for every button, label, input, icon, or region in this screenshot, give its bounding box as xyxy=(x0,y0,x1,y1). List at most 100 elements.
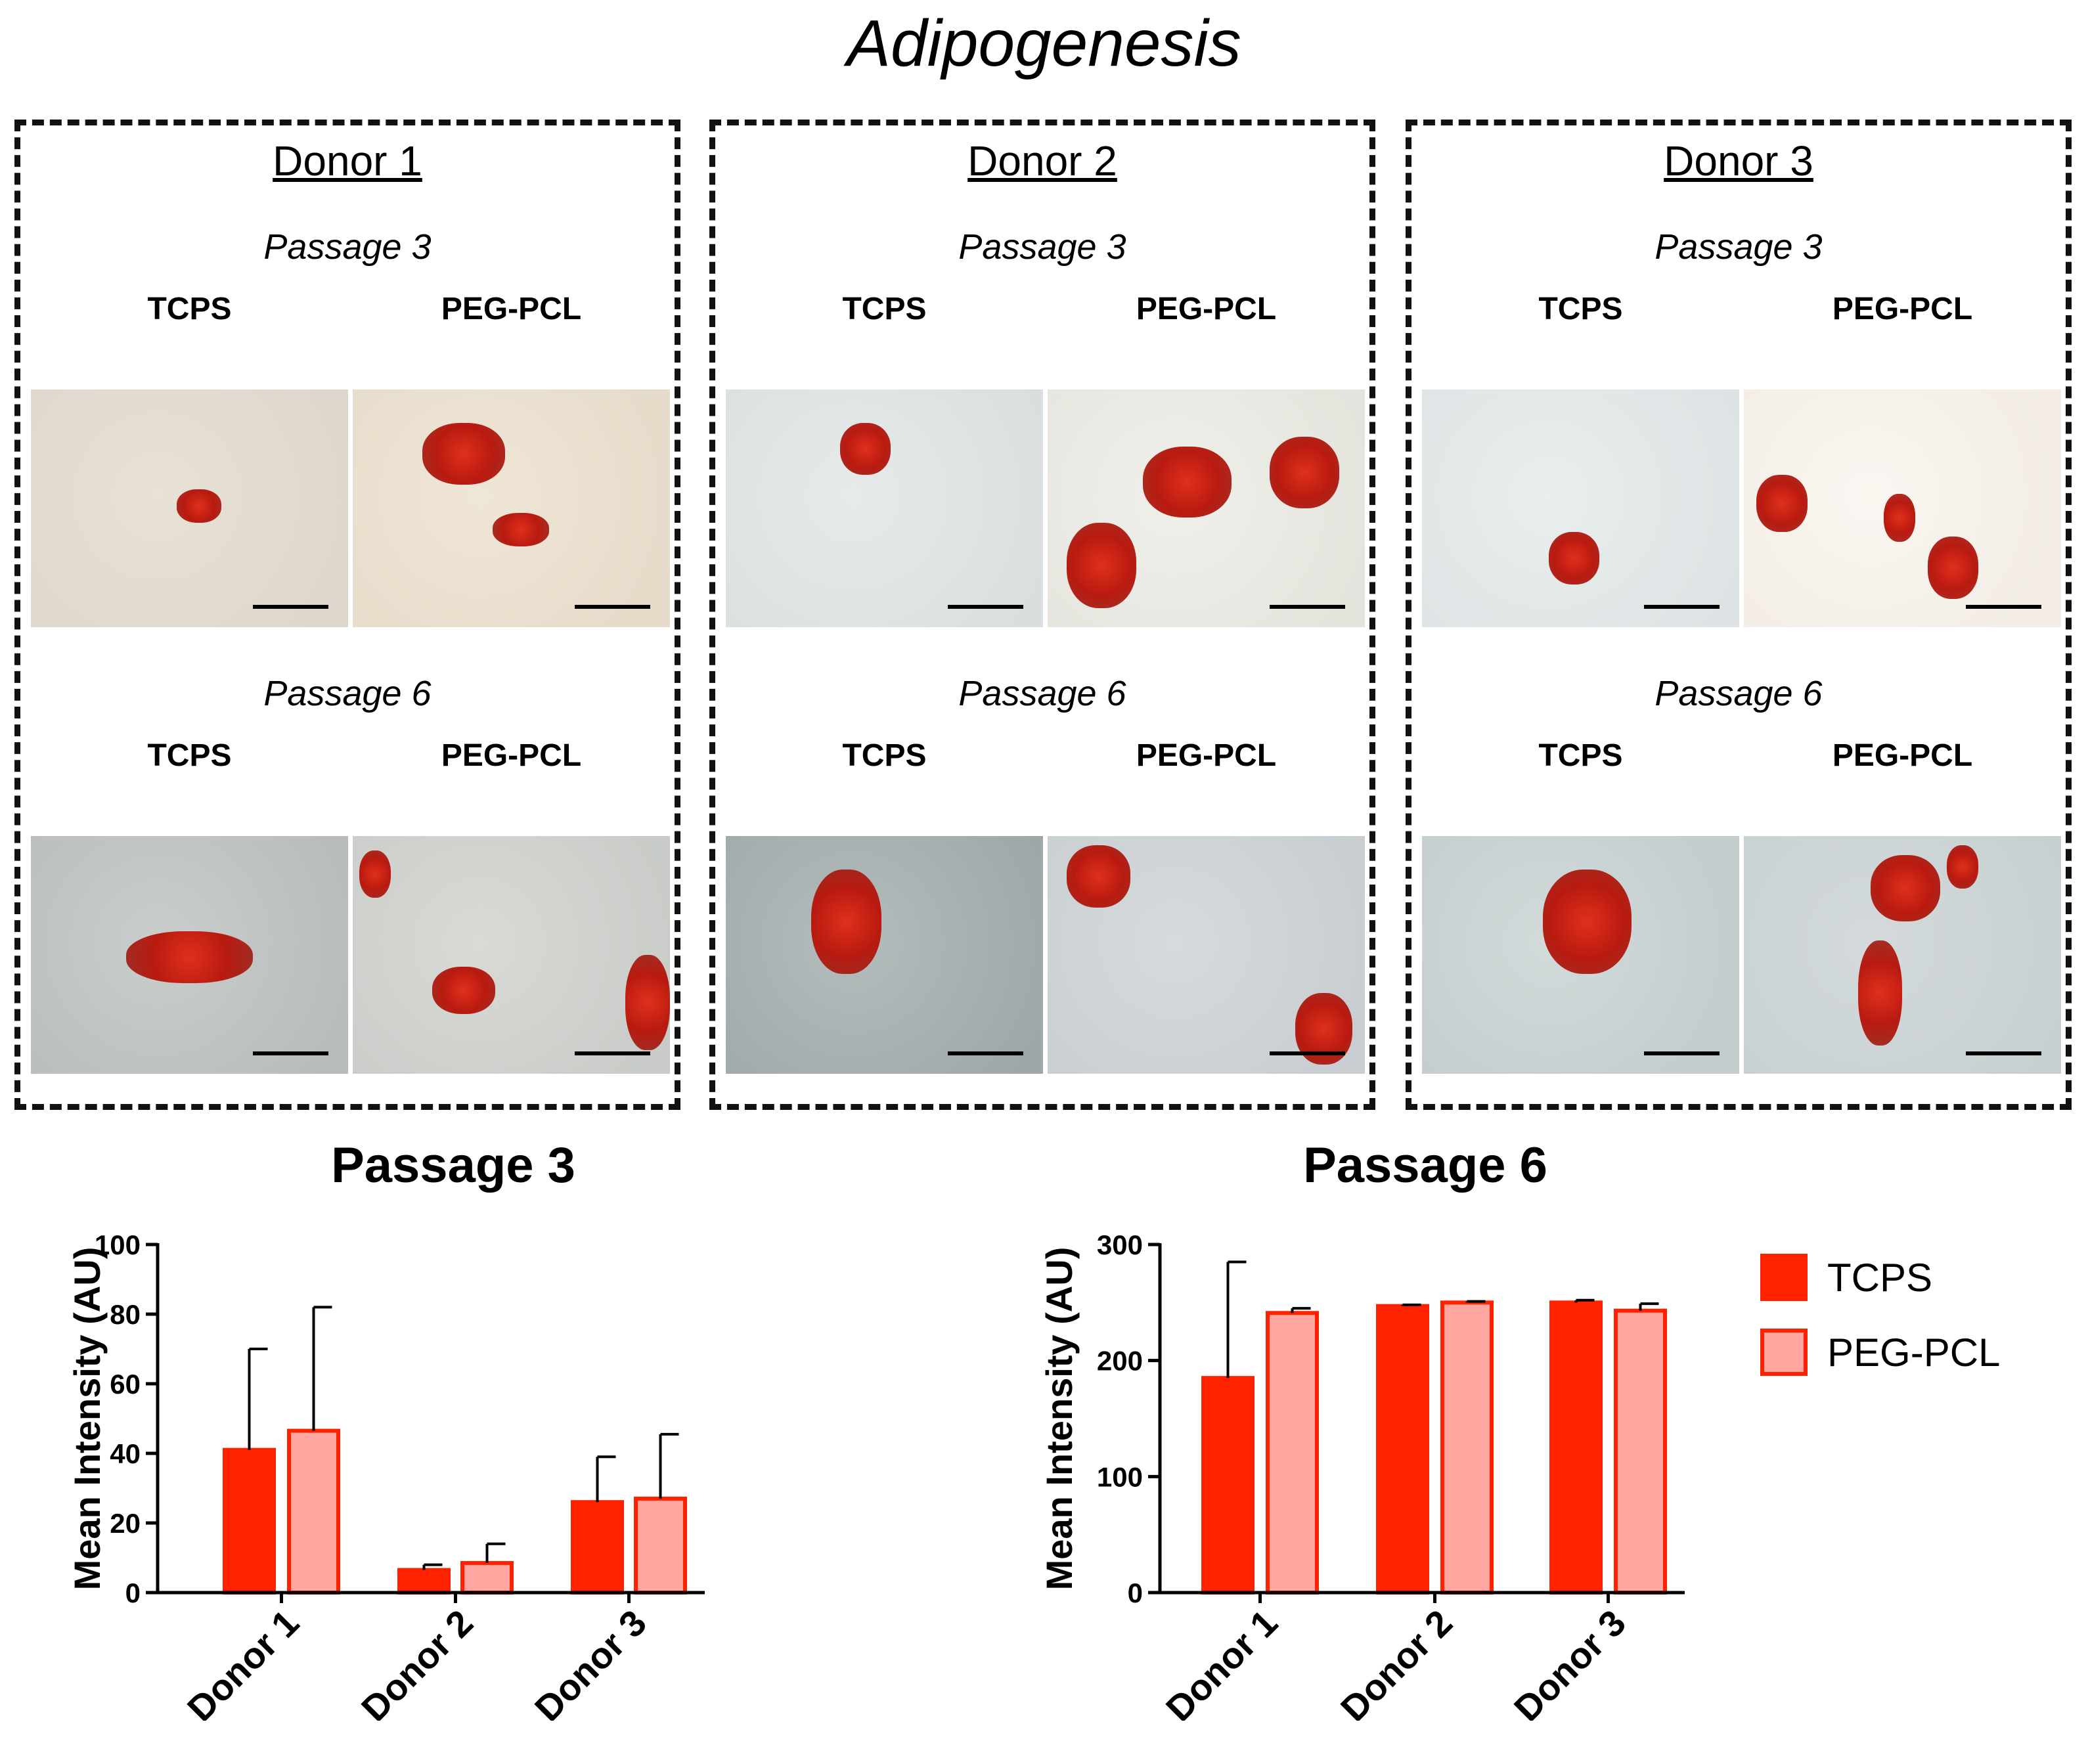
donor-3-passage-6-label: Passage 6 xyxy=(1655,674,1823,713)
donor-3-p6-tcps-micrograph xyxy=(1422,836,1739,1074)
x-tick-label: Donor 2 xyxy=(1333,1602,1460,1721)
y-tick-label: 20 xyxy=(110,1508,141,1539)
legend-label-peg-pcl: PEG-PCL xyxy=(1827,1330,2001,1375)
stained-lipid-cluster xyxy=(1270,437,1340,508)
bar-tcps-donor-3 xyxy=(1549,1300,1603,1595)
x-tick-label: Donor 2 xyxy=(353,1602,481,1721)
bar-tcps-donor-1 xyxy=(223,1447,276,1595)
legend-label-tcps: TCPS xyxy=(1827,1255,1933,1300)
chart-title: Passage 6 xyxy=(1303,1137,1547,1193)
scale-bar xyxy=(1644,605,1720,609)
stained-lipid-cluster xyxy=(1857,940,1903,1046)
y-tick-label: 80 xyxy=(110,1299,141,1330)
x-tick-label: Donor 3 xyxy=(527,1602,654,1721)
donor-2-title: Donor 2 xyxy=(967,137,1117,185)
donor-3-panel: Donor 3 Passage 3 TCPS PEG-PCL Passage 6 TCPS… xyxy=(1406,120,2072,1110)
donor-1-passage-6-label: Passage 6 xyxy=(263,674,432,713)
stained-lipid-cluster xyxy=(811,869,881,974)
bar-tcps-donor-1 xyxy=(1201,1376,1255,1595)
donor-3-p3-peg-pcl-micrograph xyxy=(1744,389,2061,627)
legend-swatch-peg-pcl xyxy=(1760,1329,1808,1376)
scale-bar xyxy=(1966,1051,2041,1055)
stained-lipid-cluster xyxy=(1066,845,1130,908)
y-tick-label: 0 xyxy=(1128,1577,1143,1608)
donor-2-passage-6-label: Passage 6 xyxy=(958,674,1126,713)
donor-1-p3-peg-pcl-micrograph xyxy=(353,389,670,627)
stained-lipid-cluster xyxy=(422,422,505,485)
donor-1-panel: Donor 1 Passage 3 TCPS PEG-PCL Passage 6 TCPS… xyxy=(14,120,680,1110)
main-title: Adipogenesis xyxy=(847,7,1241,80)
donor-3-p3-tcps-micrograph xyxy=(1422,389,1739,627)
donor-1-p6-tcps-micrograph xyxy=(31,836,348,1074)
donor-3-p6-tcps-label: TCPS xyxy=(1538,738,1623,773)
bar-peg-pcl-donor-2 xyxy=(1440,1300,1494,1595)
y-tick-label: 200 xyxy=(1097,1346,1143,1377)
donor-3-p3-tcps-label: TCPS xyxy=(1538,292,1623,326)
y-tick-label: 100 xyxy=(95,1229,141,1260)
stained-lipid-cluster xyxy=(839,422,891,475)
x-tick-label: Donor 3 xyxy=(1506,1602,1633,1721)
stained-lipid-cluster xyxy=(1928,537,1979,599)
chart-title: Passage 3 xyxy=(331,1137,575,1193)
donor-2-p6-tcps-micrograph xyxy=(726,836,1043,1074)
donor-2-p6-tcps-label: TCPS xyxy=(842,738,927,773)
stained-lipid-cluster xyxy=(1549,532,1600,584)
bar-tcps-donor-3 xyxy=(571,1500,624,1595)
passage-6-chart: Passage 6 Mean Intensity (AU) 0 100 200 300 Do… xyxy=(1038,1137,1685,1721)
y-tick-label: 100 xyxy=(1097,1461,1143,1492)
donor-1-p6-peg-pcl-micrograph xyxy=(353,836,670,1074)
legend-item-peg-pcl: PEG-PCL xyxy=(1760,1326,2000,1378)
donor-1-p6-peg-pcl-label: PEG-PCL xyxy=(441,738,582,773)
donor-2-p6-peg-pcl-micrograph xyxy=(1048,836,1365,1074)
scale-bar xyxy=(253,1051,328,1055)
scale-bar xyxy=(948,1051,1023,1055)
stained-lipid-cluster xyxy=(1947,845,1979,889)
y-tick-label: 40 xyxy=(110,1438,141,1469)
donor-3-passage-3-label: Passage 3 xyxy=(1655,227,1823,267)
donor-3-title: Donor 3 xyxy=(1664,137,1813,185)
scale-bar xyxy=(575,1051,650,1055)
y-tick-label: 0 xyxy=(125,1577,141,1608)
donor-2-passage-3-label: Passage 3 xyxy=(958,227,1126,267)
donor-2-p3-peg-pcl-micrograph xyxy=(1048,389,1365,627)
stained-lipid-cluster xyxy=(1142,446,1232,518)
legend-swatch-tcps xyxy=(1760,1254,1808,1301)
donor-1-p3-peg-pcl-label: PEG-PCL xyxy=(441,292,582,326)
stained-lipid-cluster xyxy=(125,931,254,984)
stained-lipid-cluster xyxy=(1883,494,1915,542)
passage-3-chart: Passage 3 Mean Intensity (AU) 0 20 40 60 80 100… xyxy=(66,1137,705,1721)
scale-bar xyxy=(1270,605,1345,609)
bar-peg-pcl-donor-1 xyxy=(287,1428,340,1595)
x-tick-label: Donor 1 xyxy=(1158,1602,1285,1721)
donor-1-p6-tcps-label: TCPS xyxy=(147,738,232,773)
y-axis-label: Mean Intensity (AU) xyxy=(1038,1247,1080,1591)
scale-bar xyxy=(1644,1051,1720,1055)
stained-lipid-cluster xyxy=(432,967,496,1015)
y-tick-label: 60 xyxy=(110,1369,141,1400)
y-tick-label: 300 xyxy=(1097,1229,1143,1260)
scale-bar xyxy=(1270,1051,1345,1055)
stained-lipid-cluster xyxy=(492,513,550,546)
donor-2-panel: Donor 2 Passage 3 TCPS PEG-PCL Passage 6 TCPS… xyxy=(709,120,1375,1110)
chart-legend: TCPS PEG-PCL xyxy=(1760,1251,2000,1401)
x-tick-label: Donor 1 xyxy=(179,1602,307,1721)
y-axis-label: Mean Intensity (AU) xyxy=(66,1247,108,1591)
donor-2-p3-tcps-label: TCPS xyxy=(842,292,927,326)
donor-1-title: Donor 1 xyxy=(273,137,422,185)
donor-3-p6-peg-pcl-micrograph xyxy=(1744,836,2061,1074)
donor-1-p3-tcps-micrograph xyxy=(31,389,348,627)
bar-peg-pcl-donor-3 xyxy=(1614,1308,1667,1595)
legend-item-tcps: TCPS xyxy=(1760,1251,2000,1304)
donor-2-p3-tcps-micrograph xyxy=(726,389,1043,627)
donor-2-p6-peg-pcl-label: PEG-PCL xyxy=(1136,738,1277,773)
donor-1-passage-3-label: Passage 3 xyxy=(263,227,432,267)
stained-lipid-cluster xyxy=(177,489,221,523)
stained-lipid-cluster xyxy=(359,850,391,898)
donor-3-p3-peg-pcl-label: PEG-PCL xyxy=(1832,292,1973,326)
bar-peg-pcl-donor-3 xyxy=(634,1496,687,1595)
stained-lipid-cluster xyxy=(1542,869,1632,974)
donor-3-p6-peg-pcl-label: PEG-PCL xyxy=(1832,738,1973,773)
donor-1-p3-tcps-label: TCPS xyxy=(147,292,232,326)
scale-bar xyxy=(1966,605,2041,609)
scale-bar xyxy=(253,605,328,609)
